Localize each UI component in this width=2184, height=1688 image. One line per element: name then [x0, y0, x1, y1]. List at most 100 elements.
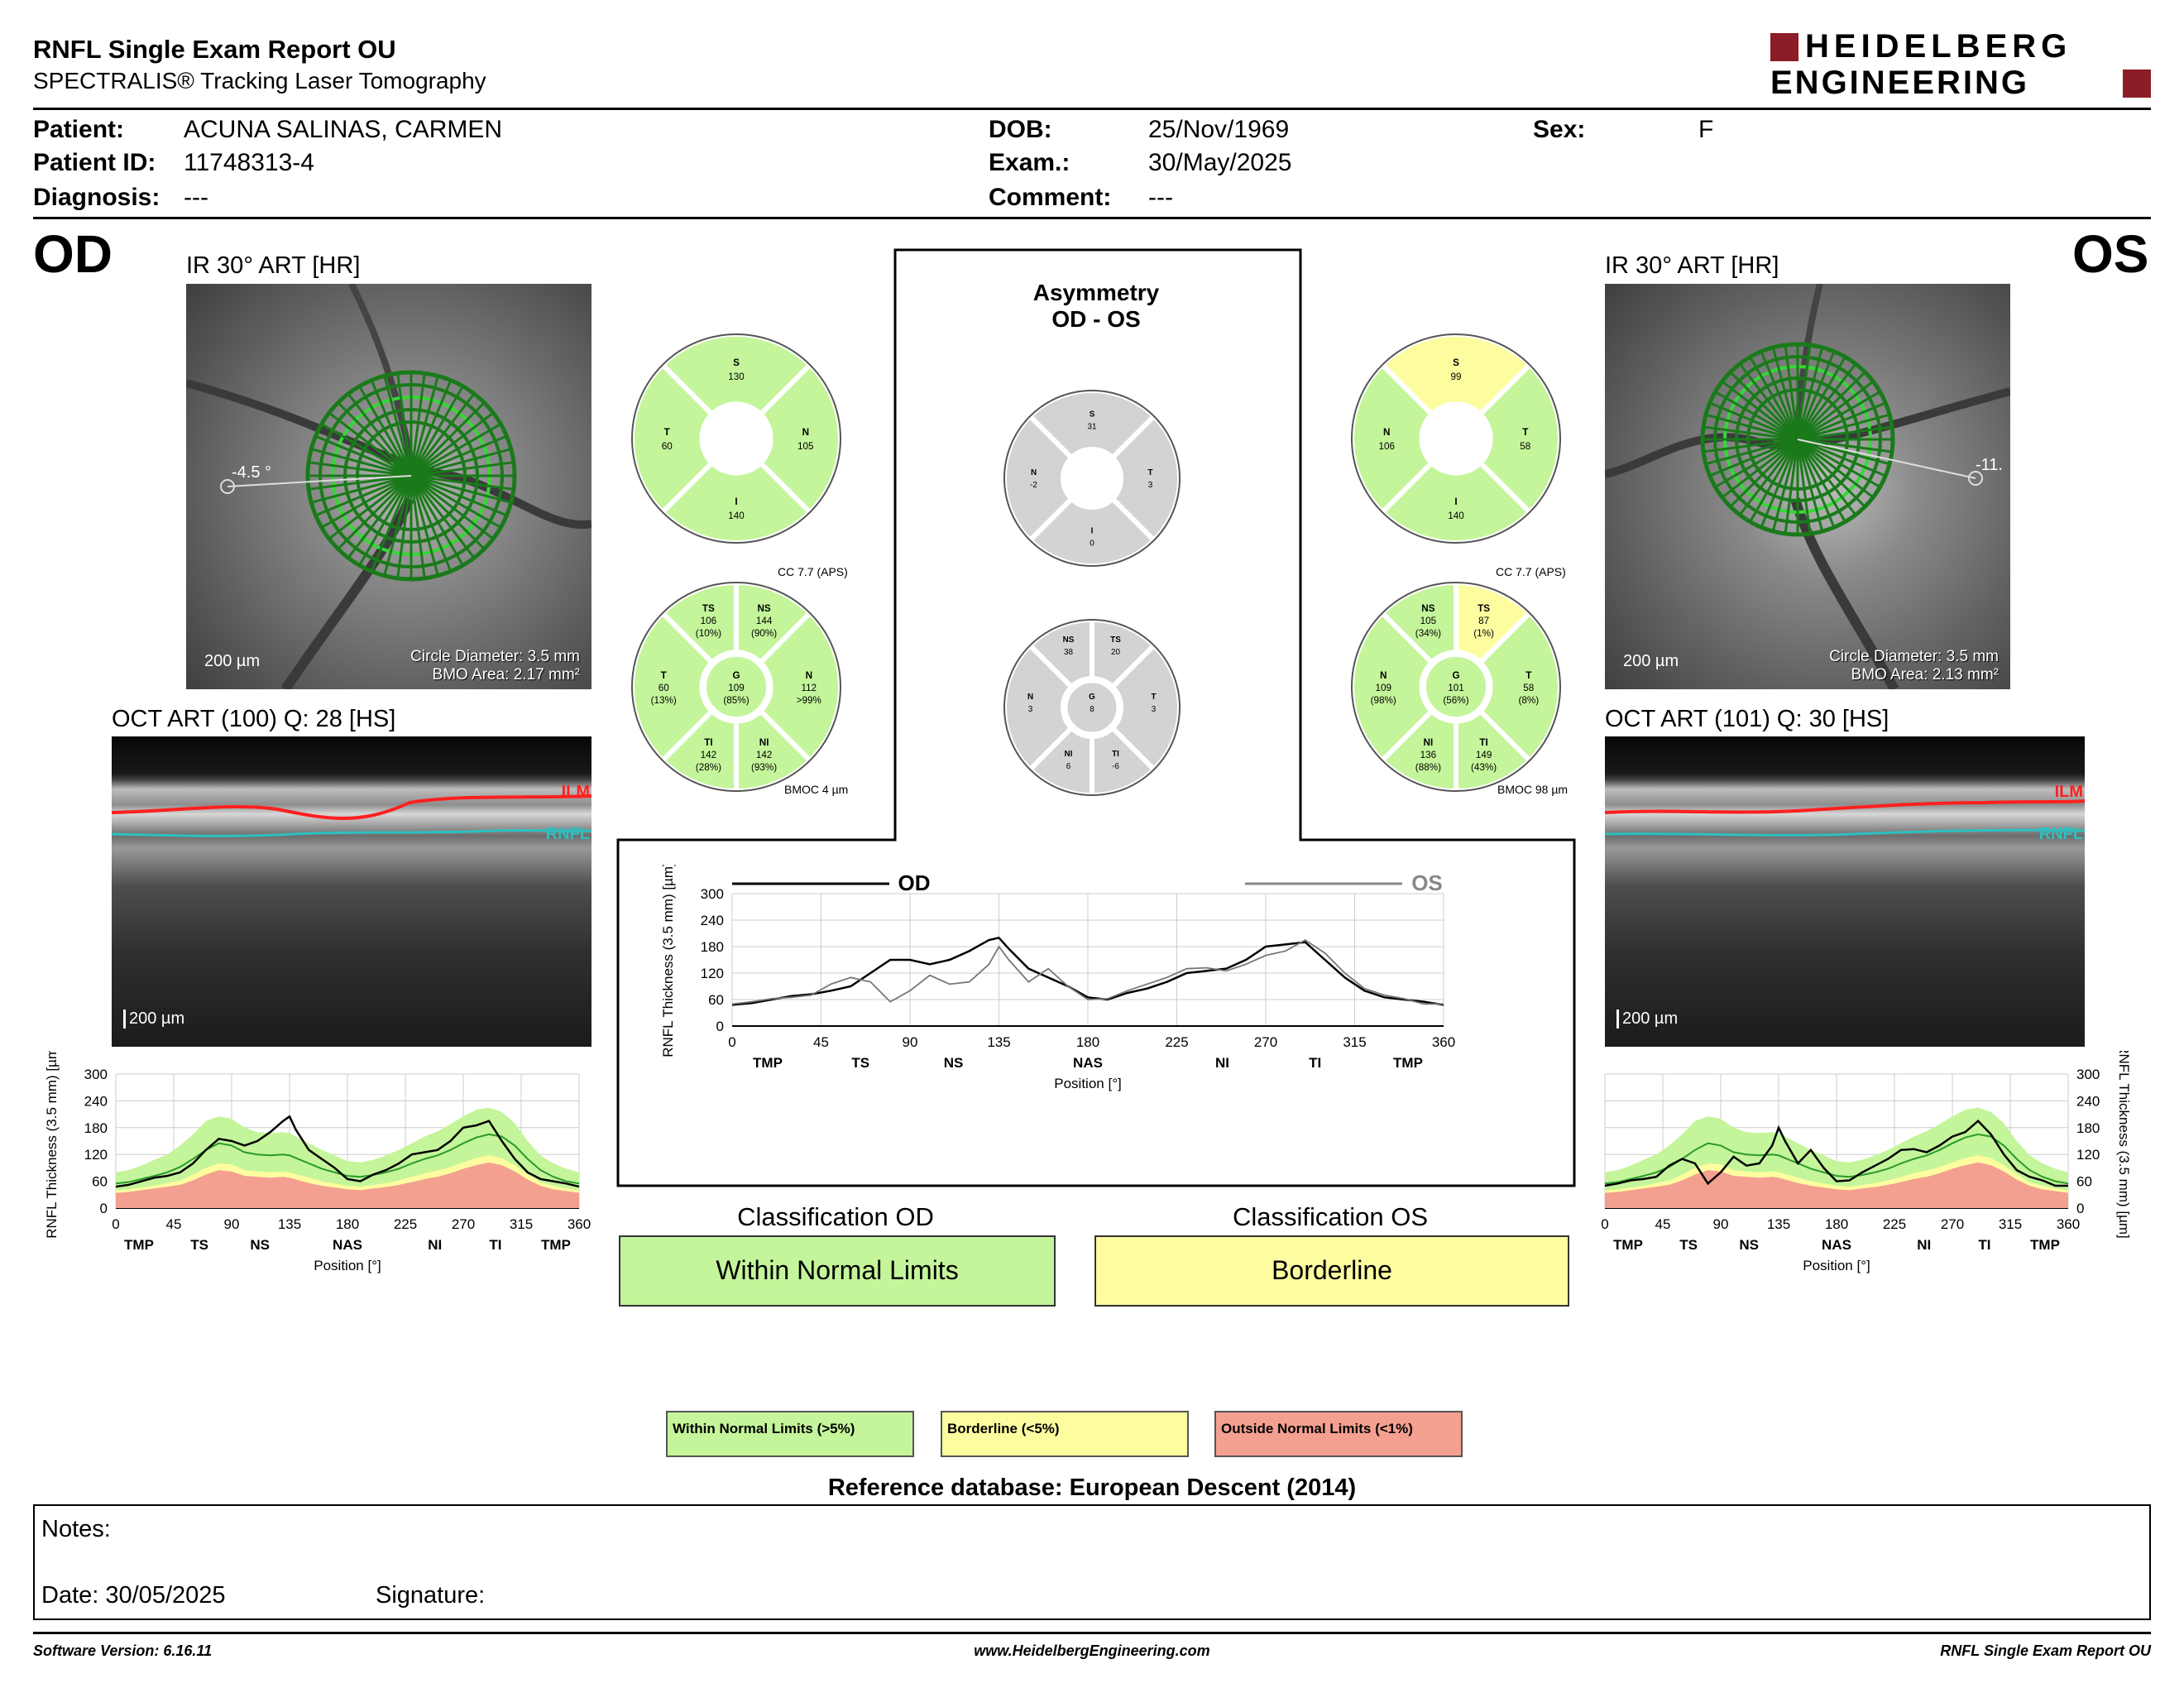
asym-sector-n-value: -2 — [1030, 481, 1037, 490]
od-chart-xtick: 315 — [510, 1216, 533, 1232]
asym-sector6-diagram: NS 38 TS 20 T 3 TI -6 NI 6 N 3 G 8 — [1002, 616, 1182, 798]
os-ir-scale: 200 µm — [1623, 652, 1679, 670]
os-ir-caption: IR 30° ART [HR] — [1605, 252, 1779, 279]
asym-sector6-g — [1063, 679, 1121, 736]
os-eye-label: OS — [2072, 224, 2149, 284]
od-angle-label: -4.5 ° — [232, 463, 272, 482]
od-oct-image: ILM RNFL 200 µm — [112, 736, 592, 1047]
os-sector6-ns-value: 105 — [1420, 616, 1437, 626]
os-chart-ytick: 120 — [2076, 1147, 2100, 1163]
od-chart-xtick: 90 — [224, 1216, 240, 1232]
asym-sector6-ns-label: NS — [1063, 635, 1075, 645]
center-chart-ylabel: RNFL Thickness (3.5 mm) [µm] — [660, 865, 676, 1057]
diagnosis-label: Diagnosis: — [33, 184, 160, 211]
legend-borderline: Borderline (<5%) — [941, 1411, 1189, 1457]
asym-sector-i-label: I — [1091, 526, 1094, 535]
logo-line1: HEIDELBERG — [1805, 28, 2072, 65]
asym-sector6-t-label: T — [1151, 693, 1156, 702]
od-sector6-ni-value: 142 — [756, 750, 773, 760]
od-chart-region-label: TMP — [541, 1237, 571, 1253]
od-chart-region-label: TS — [190, 1237, 208, 1253]
od-chart-ylabel: RNFL Thickness (3.5 mm) [µm] — [44, 1051, 60, 1239]
asym-sector6-t-value: 3 — [1152, 705, 1157, 714]
os-chart-measured-line — [1604, 1119, 2068, 1187]
os-chart-xtick: 90 — [1713, 1216, 1729, 1232]
od-chart-xtick: 45 — [166, 1216, 182, 1232]
od-sector6-ti-percentile: (28%) — [696, 762, 721, 773]
asym-sector-i-value: 0 — [1090, 539, 1094, 548]
center-chart-legend-od: OD — [898, 870, 931, 895]
od-sector6-diagram: TS 106 (10%) NS 144 (90%) N 112 >99% NI 142 (93%) TI… — [630, 579, 843, 794]
os-ilm-label: ILM — [2054, 783, 2083, 801]
os-chart-xtick: 135 — [1767, 1216, 1790, 1232]
legend-within-normal: Within Normal Limits (>5%) — [666, 1411, 914, 1457]
od-chart-region-label: NAS — [333, 1237, 362, 1253]
center-chart-region-label: NS — [944, 1055, 964, 1071]
os-sector6-ts-label: TS — [1478, 603, 1490, 614]
asym-sector6-ti-label: TI — [1112, 750, 1119, 759]
os-sector4-diagram: S 99 T 58 I 140 N 106 — [1349, 332, 1563, 545]
od-chart-xtick: 0 — [112, 1216, 119, 1232]
os-sector-i-value: 140 — [1448, 511, 1464, 521]
os-sector6-n-value: 109 — [1375, 683, 1391, 693]
od-sector-i-label: I — [735, 496, 737, 507]
logo-line2: ENGINEERING — [1770, 65, 2030, 101]
od-sector-n-value: 105 — [797, 441, 814, 452]
asym-sector-n-label: N — [1031, 468, 1037, 477]
center-chart-region-label: TI — [1309, 1055, 1321, 1071]
od-sector6-ns-label: NS — [757, 603, 770, 614]
os-sector6-ti-label: TI — [1479, 737, 1487, 748]
os-chart-outside-band — [1605, 1162, 2068, 1208]
od-sector-s-value: 130 — [728, 372, 745, 382]
os-chart-ylabel: RNFL Thickness (3.5 mm) [µm] — [2116, 1051, 2132, 1239]
os-rnfl-label: RNFL — [2038, 825, 2083, 843]
software-version: Software Version: 6.16.11 — [33, 1642, 213, 1659]
asym-sector6-ni-label: NI — [1065, 750, 1073, 759]
os-sector6-t-value: 58 — [1523, 683, 1534, 693]
os-cc-label: CC 7.7 (APS) — [1496, 565, 1566, 578]
od-sector6-g-value: 109 — [728, 683, 745, 693]
od-sector6-ts-percentile: (10%) — [696, 628, 721, 639]
od-bmoc-label: BMOC 4 µm — [784, 783, 849, 796]
os-chart-ytick: 240 — [2076, 1093, 2100, 1109]
od-rnfl-label: RNFL — [545, 825, 590, 843]
os-circle-diameter: Circle Diameter: 3.5 mm — [1829, 648, 1999, 665]
os-profile-chart: 0 45 90 135 180 225 270 315 360 300 240 180 120 60 0 TM… — [1601, 1051, 2132, 1273]
os-bmo-area: BMO Area: 2.13 mm² — [1851, 666, 1999, 683]
os-sector6-t-label: T — [1525, 670, 1532, 681]
center-chart-xtick: 0 — [728, 1034, 735, 1050]
os-sector-s-label: S — [1453, 357, 1459, 368]
os-oct-caption: OCT ART (101) Q: 30 [HS] — [1605, 706, 1889, 732]
center-chart-region-label: NI — [1215, 1055, 1229, 1071]
od-sector4-diagram: S 130 N 105 I 140 T 60 — [630, 332, 843, 545]
center-chart-xtick: 180 — [1076, 1034, 1099, 1050]
od-sector6-ti-label: TI — [704, 737, 712, 748]
center-chart-ytick: 180 — [701, 939, 724, 955]
center-chart-region-label: TMP — [753, 1055, 783, 1071]
od-circle-diameter: Circle Diameter: 3.5 mm — [410, 648, 580, 665]
logo-square-top — [1770, 33, 1798, 61]
center-chart-region-label: NAS — [1073, 1055, 1103, 1071]
os-chart-xtick: 0 — [1601, 1216, 1608, 1232]
od-oct-scale: 200 µm — [123, 1009, 184, 1029]
od-sector6-ni-label: NI — [759, 737, 769, 748]
os-chart-ytick: 0 — [2076, 1201, 2084, 1216]
footer-divider — [33, 1632, 2151, 1634]
os-sector6-ni-label: NI — [1424, 737, 1434, 748]
asym-sector6-g-value: 8 — [1090, 705, 1094, 714]
os-sector6-ts-value: 87 — [1478, 616, 1489, 626]
classification-os-box: Borderline — [1094, 1235, 1569, 1307]
center-chart-ytick: 120 — [701, 966, 724, 981]
od-bmo-area: BMO Area: 2.17 mm² — [432, 666, 580, 683]
os-chart-xlabel: Position [°] — [1803, 1258, 1870, 1273]
asym-sector4-diagram: S 31 T 3 I 0 N -2 — [1002, 388, 1182, 568]
od-sector6-n-percentile: >99% — [797, 695, 821, 706]
os-sector6-g-value: 101 — [1448, 683, 1464, 693]
os-sector6-ni-value: 136 — [1420, 750, 1437, 760]
od-sector6-ni-percentile: (93%) — [751, 762, 777, 773]
od-eye-label: OD — [33, 224, 113, 284]
asym-sector6-ni-value: 6 — [1066, 762, 1071, 771]
center-chart-ytick: 60 — [708, 992, 724, 1008]
report-title: RNFL Single Exam Report OU — [33, 35, 396, 64]
report-footer-title: RNFL Single Exam Report OU — [1940, 1642, 2151, 1659]
